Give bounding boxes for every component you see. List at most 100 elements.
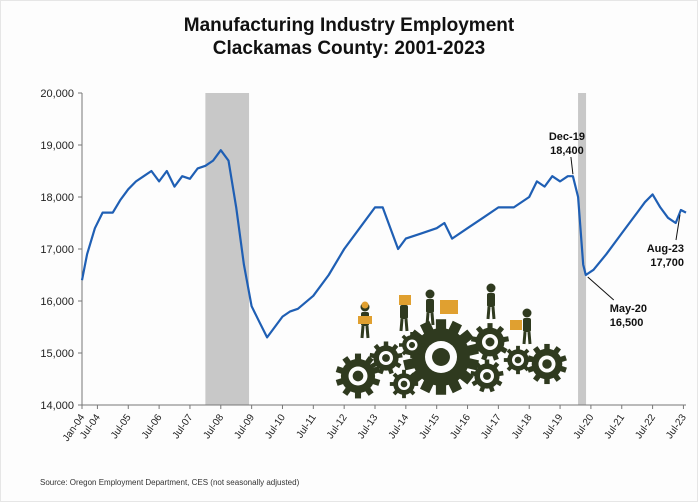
x-tick-label: Jul-11: [295, 412, 319, 440]
x-tick-label: Jul-21: [603, 412, 628, 441]
gear-hub: [352, 370, 364, 382]
worker-head: [425, 289, 435, 299]
gear-hub: [483, 372, 491, 380]
cargo-box: [399, 295, 411, 305]
gear-tooth: [516, 369, 520, 375]
worker-icon: [425, 289, 435, 326]
x-tick-label: Jul-10: [263, 412, 288, 441]
x-tick-label: Jul-09: [232, 412, 257, 441]
annotation-value: 18,400: [550, 145, 584, 157]
x-tick-label: Jul-08: [202, 412, 227, 441]
annotation-leader: [570, 156, 574, 175]
worker-vest: [358, 316, 372, 324]
gear-tooth: [544, 377, 550, 385]
x-tick-label: Jul-16: [448, 412, 473, 441]
gear-icon: [470, 359, 504, 393]
y-tick-label: 18,000: [40, 192, 74, 204]
gear-hub: [382, 354, 390, 362]
gear-tooth: [544, 343, 550, 351]
annotation-label: May-20: [610, 303, 647, 315]
worker-body: [426, 299, 434, 313]
worker-head: [522, 308, 532, 318]
x-tick-label: Jul-06: [140, 412, 165, 441]
annotation-leader: [675, 214, 681, 241]
series-line: [80, 149, 687, 339]
gear-hub: [514, 356, 522, 364]
gear-tooth: [435, 381, 447, 395]
x-tick-label: Jul-15: [418, 412, 443, 441]
worker-leg: [527, 331, 532, 345]
gear-icon: [470, 323, 510, 361]
worker-leg: [404, 318, 409, 332]
chart-title: Manufacturing Industry Employment: [183, 15, 515, 36]
worker-leg: [430, 312, 435, 326]
chart-title-block: Manufacturing Industry Employment Clacka…: [0, 14, 698, 60]
gear-hub: [400, 380, 408, 388]
worker-leg: [491, 306, 496, 320]
annotation-label: Dec-19: [549, 131, 585, 143]
gear-icon: [527, 343, 567, 385]
gear-tooth: [410, 332, 414, 337]
x-tick-label: Jul-23: [664, 412, 689, 441]
gear-hub: [542, 359, 552, 369]
x-tick-label: Jul-14: [387, 412, 412, 441]
x-tick-label: Jul-22: [633, 412, 658, 441]
factory-workers-gears-icon: [335, 283, 567, 399]
worker-leg: [425, 312, 430, 326]
source-note: Source: Oregon Employment Department, CE…: [40, 478, 300, 487]
y-tick-label: 19,000: [40, 140, 74, 152]
worker-body: [487, 293, 495, 307]
y-tick-label: 14,000: [40, 400, 74, 412]
gear-icon: [399, 332, 425, 358]
gear-tooth: [354, 353, 362, 362]
worker-leg: [486, 306, 491, 320]
gear-tooth: [484, 359, 490, 366]
gear-tooth: [402, 393, 406, 399]
x-tick-label: Jul-20: [572, 412, 597, 441]
annotation-value: 17,700: [650, 257, 684, 269]
y-tick-label: 17,000: [40, 244, 74, 256]
worker-head: [486, 283, 496, 293]
x-tick-label: Jul-18: [510, 412, 535, 441]
y-tick-label: 16,000: [40, 296, 74, 308]
worker-icon: [486, 283, 496, 320]
worker-leg: [365, 325, 370, 339]
gear-icon: [403, 319, 479, 395]
gear-tooth: [516, 345, 520, 351]
annotation-label: Aug-23: [647, 243, 684, 255]
series-group: [80, 149, 687, 339]
worker-leg: [522, 331, 527, 345]
annotation-value: 16,500: [610, 317, 644, 329]
worker-leg: [399, 318, 404, 332]
annotations: Dec-19 18,400 May-20 16,500 Aug-23 17,700: [549, 131, 684, 329]
worker-hardhat: [361, 301, 369, 309]
x-tick-label: Jul-17: [479, 412, 504, 441]
worker-body: [523, 318, 531, 332]
y-tick-label: 15,000: [40, 348, 74, 360]
x-tick-label: Jul-19: [541, 412, 566, 441]
x-tick-label: Jul-05: [109, 412, 134, 441]
gear-icon: [369, 341, 403, 375]
gear-tooth: [410, 353, 414, 358]
gear-hub: [485, 337, 495, 347]
gear-icon: [335, 353, 381, 399]
gear-tooth: [354, 390, 362, 399]
y-tick-label: 20,000: [40, 88, 74, 100]
cargo-box: [510, 320, 522, 330]
x-tick-label: Jul-12: [325, 412, 350, 441]
worker-body: [400, 305, 408, 319]
gear-hub: [408, 341, 416, 349]
worker-leg: [360, 325, 365, 339]
x-tick-label: Jul-07: [171, 412, 196, 441]
gear-tooth: [487, 323, 493, 330]
gear-tooth: [435, 319, 447, 333]
gear-hub: [432, 348, 450, 366]
cargo-box: [440, 300, 458, 314]
x-tick-label: Jul-13: [356, 412, 381, 441]
chart-subtitle: Clackamas County: 2001-2023: [212, 38, 486, 59]
gear-tooth: [402, 369, 406, 375]
annotation-leader: [587, 276, 615, 301]
gear-tooth: [383, 341, 389, 348]
worker-icon: [522, 308, 532, 345]
